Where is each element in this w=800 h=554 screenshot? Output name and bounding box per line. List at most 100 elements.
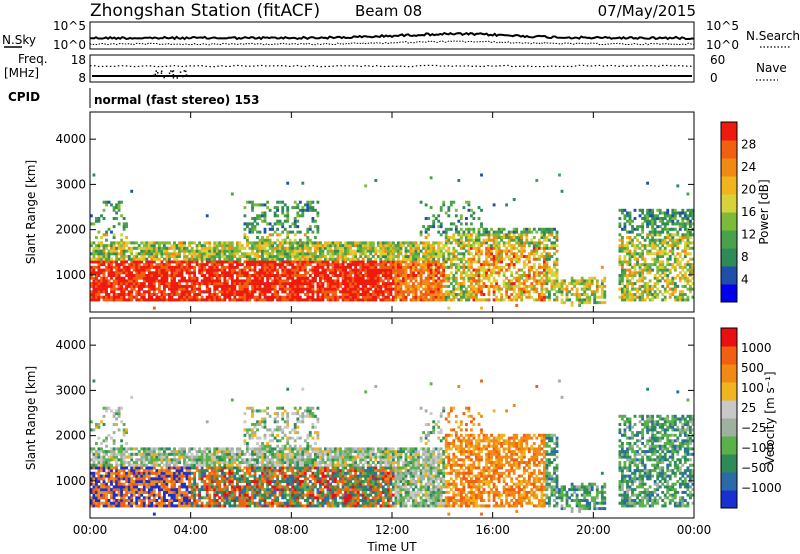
power-cell (163, 274, 166, 278)
power-cell (452, 222, 456, 226)
velocity-cell (100, 442, 103, 446)
power-cell (683, 271, 687, 275)
power-cell (633, 295, 637, 299)
power-cell (321, 263, 325, 267)
power-cell (427, 225, 431, 229)
velocity-cell (117, 480, 121, 484)
power-cell (168, 287, 171, 291)
power-cell (160, 295, 164, 299)
power-cell (374, 263, 378, 267)
power-cell (314, 236, 317, 240)
power-cell (97, 263, 101, 267)
power-cell (668, 227, 672, 231)
velocity-cell (135, 469, 139, 473)
power-cell (477, 271, 481, 275)
power-cell (278, 276, 282, 280)
power-cell (291, 265, 295, 269)
power-cell (392, 271, 395, 275)
velocity-cell (112, 477, 116, 481)
power-cell (105, 284, 108, 288)
power-cell (651, 236, 655, 240)
velocity-cell (92, 499, 96, 503)
power-cell (296, 257, 300, 261)
power-cell (374, 282, 378, 286)
power-cell (241, 287, 244, 291)
power-cell (110, 265, 113, 269)
power-cell (449, 236, 453, 240)
power-cell (691, 271, 695, 275)
velocity-cell (127, 496, 131, 500)
power-cell (427, 252, 431, 256)
power-cell (626, 287, 629, 291)
power-cell (434, 265, 438, 269)
power-cell (195, 260, 199, 264)
power-cell (326, 295, 330, 299)
velocity-cell (120, 499, 124, 503)
power-cell (215, 263, 219, 267)
power-cell (389, 282, 393, 286)
power-cell (668, 257, 672, 261)
power-cell (195, 263, 199, 267)
power-cell (399, 282, 403, 286)
power-cell (102, 274, 106, 278)
power-cell (427, 265, 431, 269)
power-cell (399, 271, 403, 275)
power-cell (268, 238, 272, 242)
power-cell (500, 236, 504, 240)
power-cell (95, 276, 98, 280)
power-cell (626, 246, 629, 250)
power-cell (120, 246, 124, 250)
power-cell (379, 255, 383, 259)
power-cell (165, 265, 169, 269)
power-cell (517, 274, 521, 278)
power-cell (188, 249, 192, 253)
power-cell (258, 238, 262, 242)
power-cell (686, 244, 690, 248)
power-cell (424, 203, 428, 207)
power-cell (205, 241, 209, 245)
power-cell (220, 265, 224, 269)
power-cell (432, 298, 436, 302)
power-cell (293, 252, 297, 256)
power-cell (271, 295, 275, 299)
velocity-cell (135, 463, 139, 467)
power-cell (321, 293, 325, 297)
power-cell (636, 252, 639, 256)
power-cell (344, 279, 348, 283)
power-cell (671, 214, 675, 218)
velocity-cell (95, 471, 98, 475)
power-cell (522, 274, 526, 278)
velocity-cell (120, 439, 124, 443)
power-cell (105, 276, 108, 280)
power-cell (120, 290, 124, 294)
power-cell (369, 249, 373, 253)
power-cell (173, 287, 176, 291)
power-cell (223, 244, 227, 248)
power-cell (621, 290, 624, 294)
power-cell (432, 271, 436, 275)
power-cell (656, 271, 660, 275)
power-cell (336, 263, 340, 267)
power-cell (319, 249, 322, 253)
power-cell (188, 284, 192, 288)
power-cell (165, 263, 169, 267)
power-cell (183, 268, 186, 272)
power-cell (527, 230, 531, 234)
power-cell (276, 271, 280, 275)
velocity-cell (105, 458, 108, 462)
power-cell (384, 290, 388, 294)
power-cell (686, 268, 690, 272)
power-cell (638, 225, 642, 229)
power-cell (125, 236, 129, 240)
power-cell (296, 206, 300, 210)
power-cell (369, 241, 373, 245)
power-cell (233, 279, 237, 283)
power-cell (195, 255, 199, 259)
power-cell (215, 265, 219, 269)
power-cell (261, 263, 264, 267)
power-cell (316, 295, 320, 299)
power-cell (626, 263, 629, 267)
velocity-cell (90, 488, 93, 492)
power-cell (500, 227, 504, 231)
power-cell (502, 233, 506, 237)
